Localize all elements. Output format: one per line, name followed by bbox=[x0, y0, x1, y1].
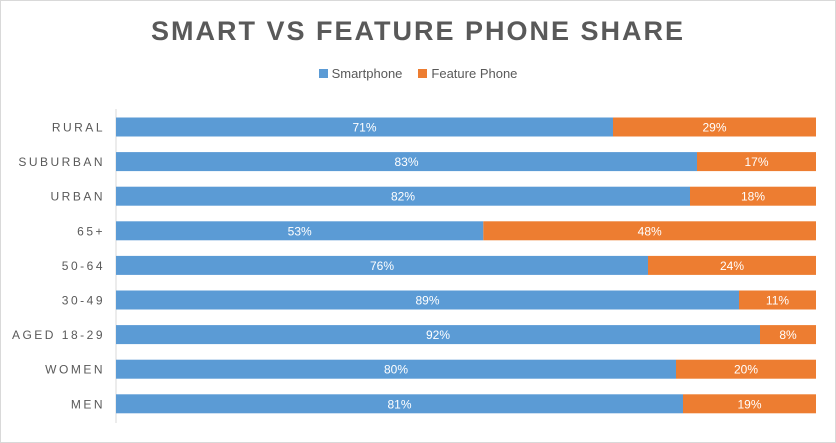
category-label: WOMEN bbox=[45, 363, 105, 377]
legend-label-feature-phone: Feature Phone bbox=[431, 66, 518, 81]
data-label: 76% bbox=[370, 259, 394, 273]
bar-smartphone-urban bbox=[116, 186, 690, 206]
data-label: 92% bbox=[426, 328, 450, 342]
bar-smartphone-50-64 bbox=[116, 255, 648, 275]
legend-entry-smartphone: Smartphone bbox=[318, 66, 403, 81]
category-label: MEN bbox=[71, 397, 105, 411]
data-label: 71% bbox=[352, 121, 376, 135]
data-label: 82% bbox=[391, 190, 415, 204]
category-label: SUBURBAN bbox=[18, 155, 105, 169]
legend-entry-feature-phone: Feature Phone bbox=[418, 66, 517, 81]
legend-swatch-feature-phone bbox=[418, 69, 428, 78]
data-label: 81% bbox=[387, 397, 411, 411]
bar-feature-phone-30-49 bbox=[739, 290, 816, 310]
data-label: 17% bbox=[744, 155, 768, 169]
data-label: 53% bbox=[288, 224, 312, 238]
bar-smartphone-65- bbox=[116, 221, 484, 241]
category-label: 30-49 bbox=[62, 294, 105, 308]
bar-smartphone-30-49 bbox=[116, 290, 739, 310]
bar-smartphone-rural bbox=[116, 117, 613, 137]
data-label: 19% bbox=[737, 397, 761, 411]
data-label: 20% bbox=[734, 363, 758, 377]
bar-smartphone-suburban bbox=[116, 152, 697, 172]
bar-feature-phone-men bbox=[683, 394, 816, 414]
category-label: 65+ bbox=[77, 224, 105, 238]
data-label: 24% bbox=[720, 259, 744, 273]
data-label: 83% bbox=[394, 155, 418, 169]
bar-feature-phone-65- bbox=[483, 221, 816, 241]
data-label: 29% bbox=[702, 121, 726, 135]
category-label: AGED 18-29 bbox=[12, 328, 105, 342]
data-label: 89% bbox=[415, 294, 439, 308]
data-label: 11% bbox=[766, 294, 789, 308]
data-label: 8% bbox=[779, 328, 797, 342]
bar-feature-phone-women bbox=[676, 359, 816, 379]
data-label: 80% bbox=[384, 363, 408, 377]
bar-feature-phone-suburban bbox=[697, 152, 816, 172]
legend-swatch-smartphone bbox=[318, 69, 328, 78]
bar-smartphone-men bbox=[116, 394, 683, 414]
bar-smartphone-aged-18-29 bbox=[116, 325, 760, 345]
category-label: RURAL bbox=[52, 121, 105, 135]
category-label: URBAN bbox=[50, 190, 105, 204]
data-label: 48% bbox=[638, 224, 662, 238]
legend: Smartphone Feature Phone bbox=[0, 66, 836, 81]
bar-feature-phone-50-64 bbox=[648, 255, 816, 275]
bar-feature-phone-aged-18-29 bbox=[760, 325, 816, 345]
bar-smartphone-women bbox=[116, 359, 676, 379]
data-label: 18% bbox=[741, 190, 765, 204]
legend-label-smartphone: Smartphone bbox=[331, 66, 403, 81]
chart-title: SMART VS FEATURE PHONE SHARE bbox=[150, 16, 686, 46]
bar-feature-phone-rural bbox=[613, 117, 816, 137]
bar-feature-phone-urban bbox=[690, 186, 816, 206]
category-label: 50-64 bbox=[62, 259, 105, 273]
